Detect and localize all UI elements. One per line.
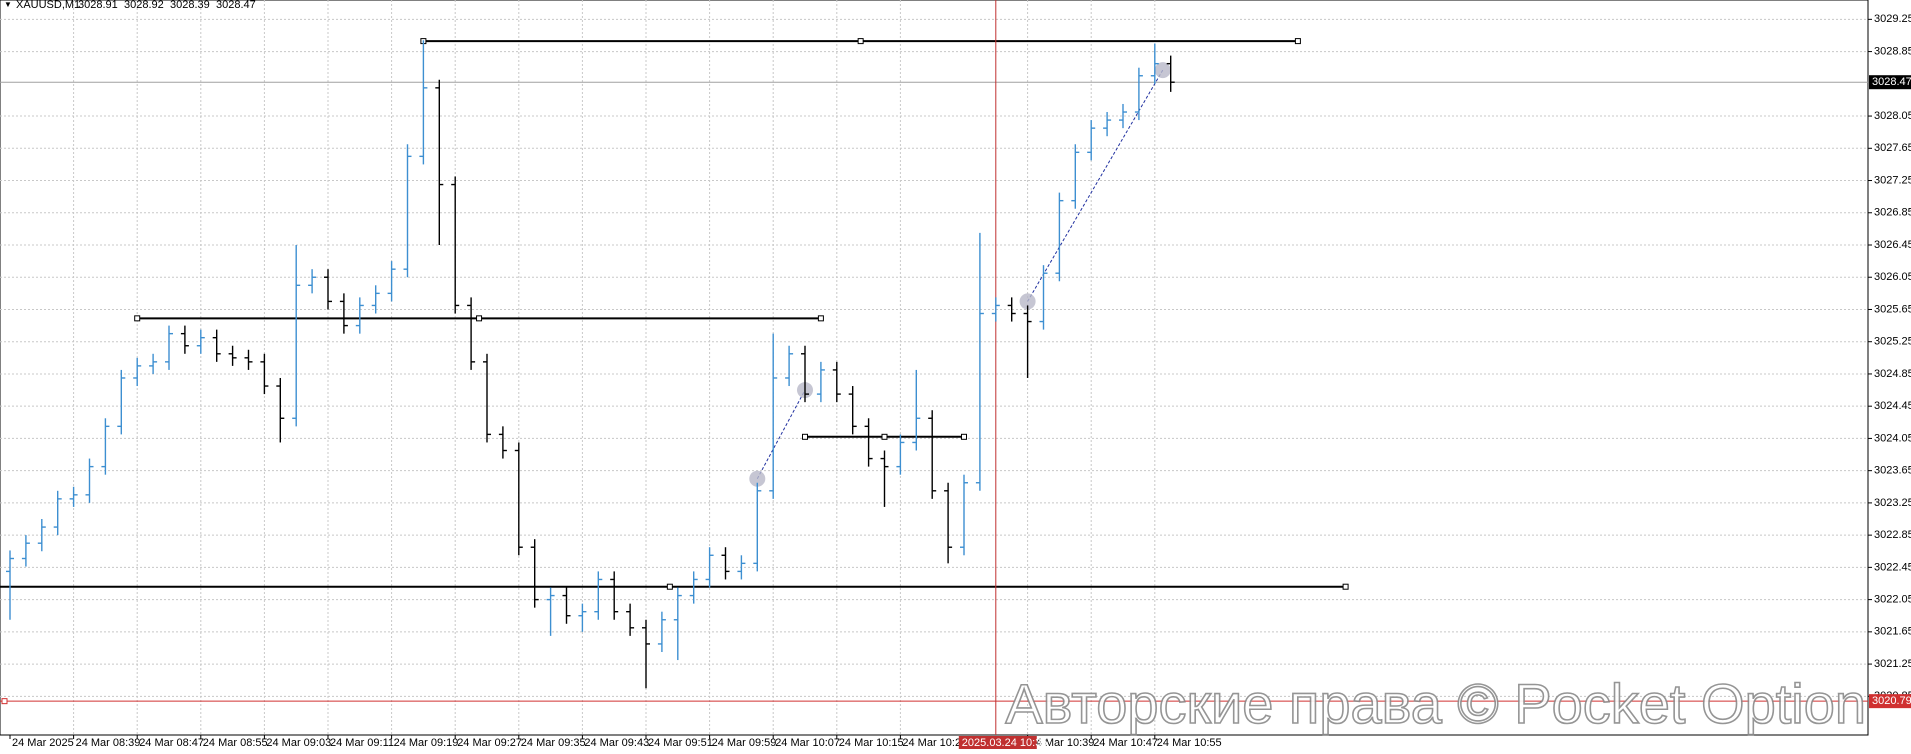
y-tick-label: 3022.45 — [1874, 561, 1911, 573]
level-handle — [476, 315, 483, 322]
x-tick-label: 24 Mar 09:03 — [266, 737, 331, 749]
y-tick-label: 3028.05 — [1874, 110, 1911, 122]
y-tick-label: 3024.05 — [1874, 432, 1911, 444]
x-tick-label: 24 Mar 09:51 — [648, 737, 713, 749]
y-tick-label: 3023.65 — [1874, 465, 1911, 477]
y-tick-label: 3021.65 — [1874, 626, 1911, 638]
labels: 3020.853021.253021.653022.053022.453022.… — [9, 13, 1911, 749]
level-handle — [1294, 38, 1301, 45]
grid — [0, 0, 1868, 735]
y-tick-label: 3023.25 — [1874, 497, 1911, 509]
last-price-box — [1869, 75, 1911, 90]
y-tick-label: 3024.85 — [1874, 368, 1911, 380]
x-tick-label: 24 Mar 09:27 — [457, 737, 522, 749]
symbol: XAUUSD,M1 — [16, 0, 80, 11]
quote-open: 3028.91 — [78, 0, 118, 11]
watermark: Авторские права © Pocket Option — [1005, 672, 1866, 735]
quote-high: 3028.92 — [124, 0, 164, 11]
x-tick-label: 24 Mar 10:07 — [775, 737, 840, 749]
x-tick-label: 24 Mar 08:47 — [139, 737, 204, 749]
triangle: ▼ — [4, 0, 12, 9]
level-handle — [134, 315, 141, 322]
crosshair-label: 2025.03.24 10:35 — [962, 737, 1048, 749]
trend-marker — [749, 470, 766, 487]
y-tick-label: 3027.65 — [1874, 142, 1911, 154]
x-tick-label: 24 Mar 10:23 — [902, 737, 967, 749]
last-price-label: 3028.47 — [1872, 76, 1911, 88]
y-tick-label: 3029.25 — [1874, 13, 1911, 25]
x-tick-label: 24 Mar 10:55 — [1157, 737, 1222, 749]
y-tick-label: 3028.85 — [1874, 45, 1911, 57]
quote-close: 3028.47 — [216, 0, 256, 11]
bars — [6, 40, 1175, 689]
level-handle — [802, 433, 808, 440]
y-tick-label: 3026.45 — [1874, 239, 1911, 251]
quote-low: 3028.39 — [170, 0, 210, 11]
y-tick-label: 3027.25 — [1874, 174, 1911, 186]
y-tick-label: 3021.25 — [1874, 658, 1911, 670]
red-level-handle — [1, 698, 8, 705]
y-tick-label: 3026.85 — [1874, 207, 1911, 219]
level-handle — [881, 433, 888, 440]
level-handle — [857, 38, 864, 45]
x-tick-label: 24 Mar 09:35 — [521, 737, 586, 749]
level-handle — [666, 583, 673, 590]
x-tick-label: 24 Mar 10:15 — [839, 737, 904, 749]
red-level-label: 3020.79 — [1872, 695, 1911, 707]
y-tick-label: 3026.05 — [1874, 271, 1911, 283]
crosshair-box — [958, 736, 1037, 749]
level-handle — [961, 433, 967, 440]
x-tick-label: 24 Mar 09:59 — [712, 737, 777, 749]
x-tick-label: 24 Mar 2025 — [12, 737, 74, 749]
x-tick-label: 24 Mar 09:11 — [330, 737, 394, 749]
x-tick-label: 24 Mar 10:39 — [1030, 737, 1095, 749]
y-tick-label: 3025.65 — [1874, 303, 1911, 315]
x-tick-label: 24 Mar 09:19 — [394, 737, 459, 749]
x-tick-label: 24 Mar 08:39 — [76, 737, 141, 749]
plot-frame — [0, 0, 1869, 736]
y-tick-label: 3022.05 — [1874, 594, 1911, 606]
x-tick-label: 24 Mar 08:55 — [203, 737, 268, 749]
y-tick-label: 3024.45 — [1874, 400, 1911, 412]
trend-marker — [1019, 293, 1036, 310]
y-tick-label: 3025.25 — [1874, 336, 1911, 348]
trend-line — [756, 389, 806, 479]
x-tick-label: 24 Mar 10:47 — [1093, 737, 1158, 749]
red-level-box — [1869, 694, 1911, 709]
level-handle — [817, 315, 824, 322]
y-tick-label: 3022.85 — [1874, 529, 1911, 541]
trend-marker — [1154, 62, 1171, 79]
level-handle — [1342, 583, 1349, 590]
x-tick-label: 24 Mar 09:43 — [584, 737, 649, 749]
